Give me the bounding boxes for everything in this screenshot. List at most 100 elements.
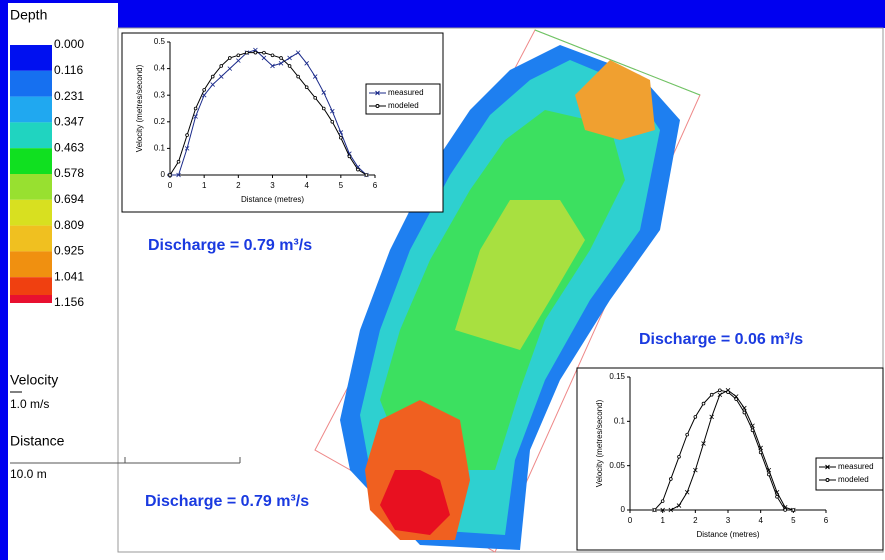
marker — [279, 56, 283, 60]
marker — [339, 135, 343, 140]
marker — [176, 159, 181, 164]
marker — [210, 74, 215, 79]
marker — [321, 90, 327, 95]
annotation: Discharge = 0.79 m³/s — [145, 493, 309, 510]
y-tick-label: 0.3 — [154, 90, 166, 99]
marker — [791, 508, 796, 512]
y-tick-label: 0.05 — [609, 461, 625, 470]
velocity-title: Velocity — [10, 372, 58, 388]
y-tick-label: 0.15 — [609, 372, 625, 381]
marker — [253, 47, 258, 53]
marker — [734, 397, 738, 401]
marker — [236, 58, 241, 63]
legend-swatch — [10, 96, 52, 123]
x-tick-label: 6 — [373, 181, 378, 190]
legend-swatch — [10, 225, 52, 252]
x-tick-label: 4 — [758, 516, 763, 525]
marker — [270, 53, 275, 58]
marker — [185, 133, 189, 137]
marker — [668, 507, 674, 513]
marker — [184, 146, 190, 151]
marker — [669, 477, 673, 481]
legend-label: 0.925 — [54, 244, 84, 258]
marker — [685, 432, 689, 437]
marker — [168, 173, 172, 177]
marker — [660, 499, 665, 503]
marker — [338, 130, 344, 135]
marker — [783, 508, 787, 512]
marker — [227, 56, 232, 60]
marker — [193, 114, 198, 119]
legend-label: modeled — [838, 475, 869, 484]
left-border — [0, 0, 8, 560]
legend-label: 0.578 — [54, 166, 84, 180]
marker — [701, 401, 706, 406]
marker — [652, 508, 657, 512]
marker — [278, 60, 284, 66]
marker — [312, 74, 318, 79]
marker — [677, 454, 681, 459]
legend-label: 0.231 — [54, 89, 84, 103]
legend-label: measured — [388, 88, 424, 97]
marker — [330, 120, 335, 124]
marker — [709, 414, 714, 420]
marker — [684, 489, 690, 495]
legend-title: Depth — [10, 7, 47, 23]
legend-marker — [375, 104, 380, 108]
x-tick-label: 2 — [236, 181, 241, 190]
legend-swatch — [10, 174, 52, 200]
legend-swatch — [10, 122, 52, 149]
marker — [718, 388, 722, 393]
x-tick-label: 4 — [304, 181, 309, 190]
y-tick-label: 0.1 — [154, 144, 166, 153]
marker — [709, 392, 714, 397]
marker — [227, 66, 233, 71]
marker — [742, 410, 747, 415]
marker — [304, 85, 309, 90]
legend-swatch — [10, 199, 52, 226]
marker — [726, 390, 730, 394]
legend-marker — [825, 478, 830, 482]
river-edge — [534, 29, 701, 96]
marker — [295, 50, 301, 55]
annotation: Discharge = 0.79 m³/s — [148, 237, 312, 254]
y-tick-label: 0 — [161, 170, 166, 179]
marker — [676, 503, 682, 508]
river-pool-core — [380, 470, 450, 535]
marker — [296, 74, 300, 79]
marker — [287, 64, 292, 68]
marker — [775, 494, 779, 499]
y-tick-label: 0.4 — [154, 64, 166, 73]
marker — [330, 108, 335, 114]
river — [314, 29, 701, 553]
x-tick-label: 1 — [660, 516, 665, 525]
marker — [313, 96, 318, 100]
legend-label: modeled — [388, 101, 419, 110]
marker — [193, 106, 198, 111]
annotation: Discharge = 0.06 m³/s — [639, 331, 803, 348]
series-line — [654, 389, 794, 511]
x-tick-label: 5 — [339, 181, 344, 190]
distance-title: Distance — [10, 433, 65, 449]
x-tick-label: 0 — [628, 516, 633, 525]
legend-label: 0.116 — [54, 63, 83, 77]
distance-scale: 10.0 m — [10, 467, 47, 481]
x-tick-label: 0 — [168, 181, 173, 190]
velocity-scale: 1.0 m/s — [10, 397, 49, 411]
marker — [693, 415, 698, 419]
legend-swatch — [10, 251, 52, 278]
y-axis-label: Velocity (metres/second) — [595, 399, 604, 487]
legend-box — [815, 457, 884, 491]
marker — [693, 467, 698, 473]
marker — [270, 63, 275, 69]
legend-label: 0.809 — [54, 218, 84, 232]
legend-label: 0.347 — [54, 115, 84, 129]
marker — [660, 507, 665, 513]
legend-label: measured — [838, 462, 874, 471]
legend-marker — [375, 90, 380, 96]
legend-label: 0.694 — [54, 192, 84, 206]
marker — [176, 172, 181, 178]
x-axis-label: Distance (metres) — [696, 530, 759, 539]
x-axis-label: Distance (metres) — [241, 195, 304, 204]
